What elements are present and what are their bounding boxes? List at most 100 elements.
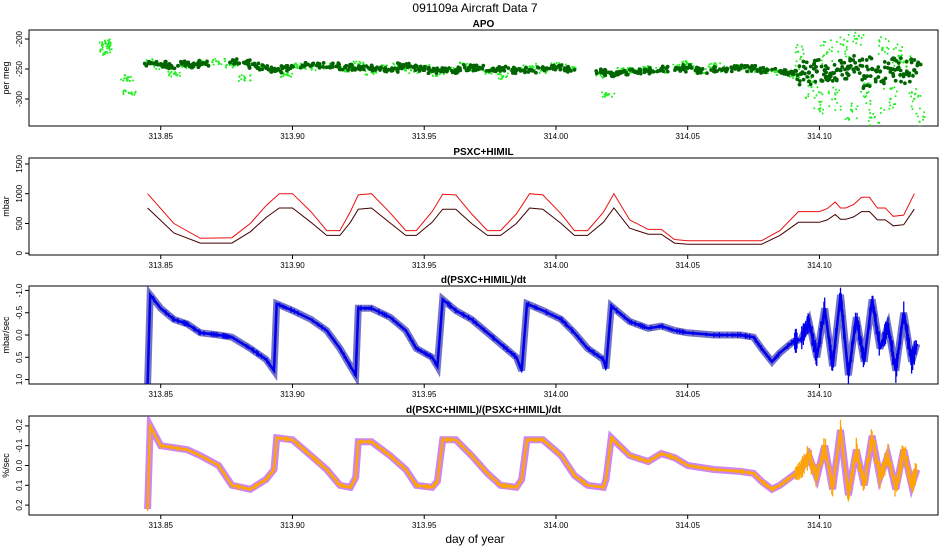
data-point-jitter <box>819 64 824 69</box>
series-line-1 <box>146 291 919 384</box>
data-point-jitter <box>565 70 570 74</box>
data-point-jitter <box>901 72 906 77</box>
data-point-jitter <box>158 68 161 71</box>
data-point-jitter <box>828 92 831 95</box>
data-point-jitter <box>497 77 500 80</box>
data-point-jitter <box>907 73 911 78</box>
plot-area <box>144 286 921 384</box>
data-point-jitter <box>532 66 535 69</box>
data-point-jitter <box>101 46 104 49</box>
plot-area <box>147 192 915 245</box>
data-point-jitter <box>909 60 914 65</box>
data-point-jitter <box>459 62 462 65</box>
data-point-jitter <box>868 124 871 126</box>
data-point-jitter <box>915 112 918 115</box>
data-point-jitter <box>103 53 106 56</box>
data-point-jitter <box>122 92 125 96</box>
x-tick-label: 313.90 <box>280 521 305 530</box>
data-point-jitter <box>807 79 811 84</box>
data-point-jitter <box>203 61 208 66</box>
data-point-jitter <box>808 64 813 69</box>
data-point-jitter <box>817 91 820 94</box>
data-point-jitter <box>803 66 808 71</box>
data-point-jitter <box>891 106 895 109</box>
data-point-jitter <box>495 68 499 72</box>
data-point-jitter <box>843 76 847 81</box>
data-point-jitter <box>812 62 816 67</box>
data-point-jitter <box>214 57 217 60</box>
data-point-jitter <box>794 69 799 73</box>
data-point-jitter <box>887 47 890 50</box>
data-point-jitter <box>490 72 493 75</box>
data-point-jitter <box>865 83 869 88</box>
data-point-jitter <box>129 79 132 82</box>
data-point-jitter <box>710 62 713 65</box>
data-point-jitter <box>923 115 926 119</box>
data-point-jitter <box>304 67 307 70</box>
y-tick-label: 1500 <box>15 155 24 173</box>
data-point-jitter <box>224 60 227 63</box>
data-point-jitter <box>831 60 834 63</box>
data-point-jitter <box>413 68 418 73</box>
data-point-jitter <box>814 65 818 69</box>
data-point-jitter <box>414 64 419 68</box>
data-point-jitter <box>745 69 749 74</box>
data-point-jitter <box>151 58 154 61</box>
data-point-jitter <box>795 73 800 77</box>
data-point-jitter <box>844 118 847 121</box>
data-point-jitter <box>395 68 400 73</box>
data-point-jitter <box>877 121 880 124</box>
data-point-jitter <box>426 71 431 76</box>
data-point-jitter <box>853 37 856 40</box>
data-point-jitter <box>506 66 511 70</box>
data-point-jitter <box>851 30 854 32</box>
y-tick-label: 0.0 <box>15 329 24 341</box>
data-point-jitter <box>914 92 917 95</box>
data-point-jitter <box>410 68 413 71</box>
data-point-jitter <box>801 48 804 51</box>
data-point-jitter <box>882 65 887 70</box>
data-point-jitter <box>760 70 764 75</box>
data-point-jitter <box>466 62 469 65</box>
data-point-jitter <box>888 70 893 74</box>
x-tick-label: 313.85 <box>149 390 174 399</box>
data-point-jitter <box>620 70 625 75</box>
panel-title: d(PSXC+HIMIL)/dt <box>441 275 527 286</box>
data-point-jitter <box>610 95 613 98</box>
data-point-jitter <box>302 63 306 68</box>
data-point-jitter <box>491 68 495 73</box>
data-point-jitter <box>770 67 775 72</box>
data-point-jitter <box>119 78 122 81</box>
x-tick-label: 313.85 <box>149 261 174 270</box>
data-point-jitter <box>822 40 825 43</box>
y-tick-label: -300 <box>15 90 24 107</box>
data-point-jitter <box>462 65 467 70</box>
data-point-jitter <box>681 67 686 72</box>
series-noise <box>146 419 918 511</box>
data-point-jitter <box>418 64 423 69</box>
data-point-jitter <box>826 66 830 71</box>
series-line-1 <box>147 192 915 242</box>
data-point-jitter <box>176 64 180 68</box>
data-point <box>172 72 176 76</box>
data-point-jitter <box>845 48 848 51</box>
data-point-jitter <box>773 70 776 73</box>
data-point-jitter <box>892 48 895 51</box>
data-point-jitter <box>502 68 507 73</box>
data-point-jitter <box>924 131 926 133</box>
data-point-jitter <box>321 65 325 69</box>
data-point-jitter <box>234 57 239 61</box>
data-point-jitter <box>894 46 897 49</box>
data-point-jitter <box>534 68 537 71</box>
data-point-jitter <box>822 108 825 111</box>
data-point-jitter <box>828 74 833 79</box>
data-point-jitter <box>538 71 541 75</box>
data-point-jitter <box>922 115 925 118</box>
data-point-jitter <box>408 72 411 75</box>
data-point-jitter <box>899 60 903 63</box>
data-point-jitter <box>830 79 835 83</box>
x-tick-label: 314.10 <box>807 132 832 141</box>
data-point-jitter <box>237 79 240 82</box>
y-tick-label: 0.0 <box>15 459 24 471</box>
data-point-jitter <box>660 64 665 69</box>
